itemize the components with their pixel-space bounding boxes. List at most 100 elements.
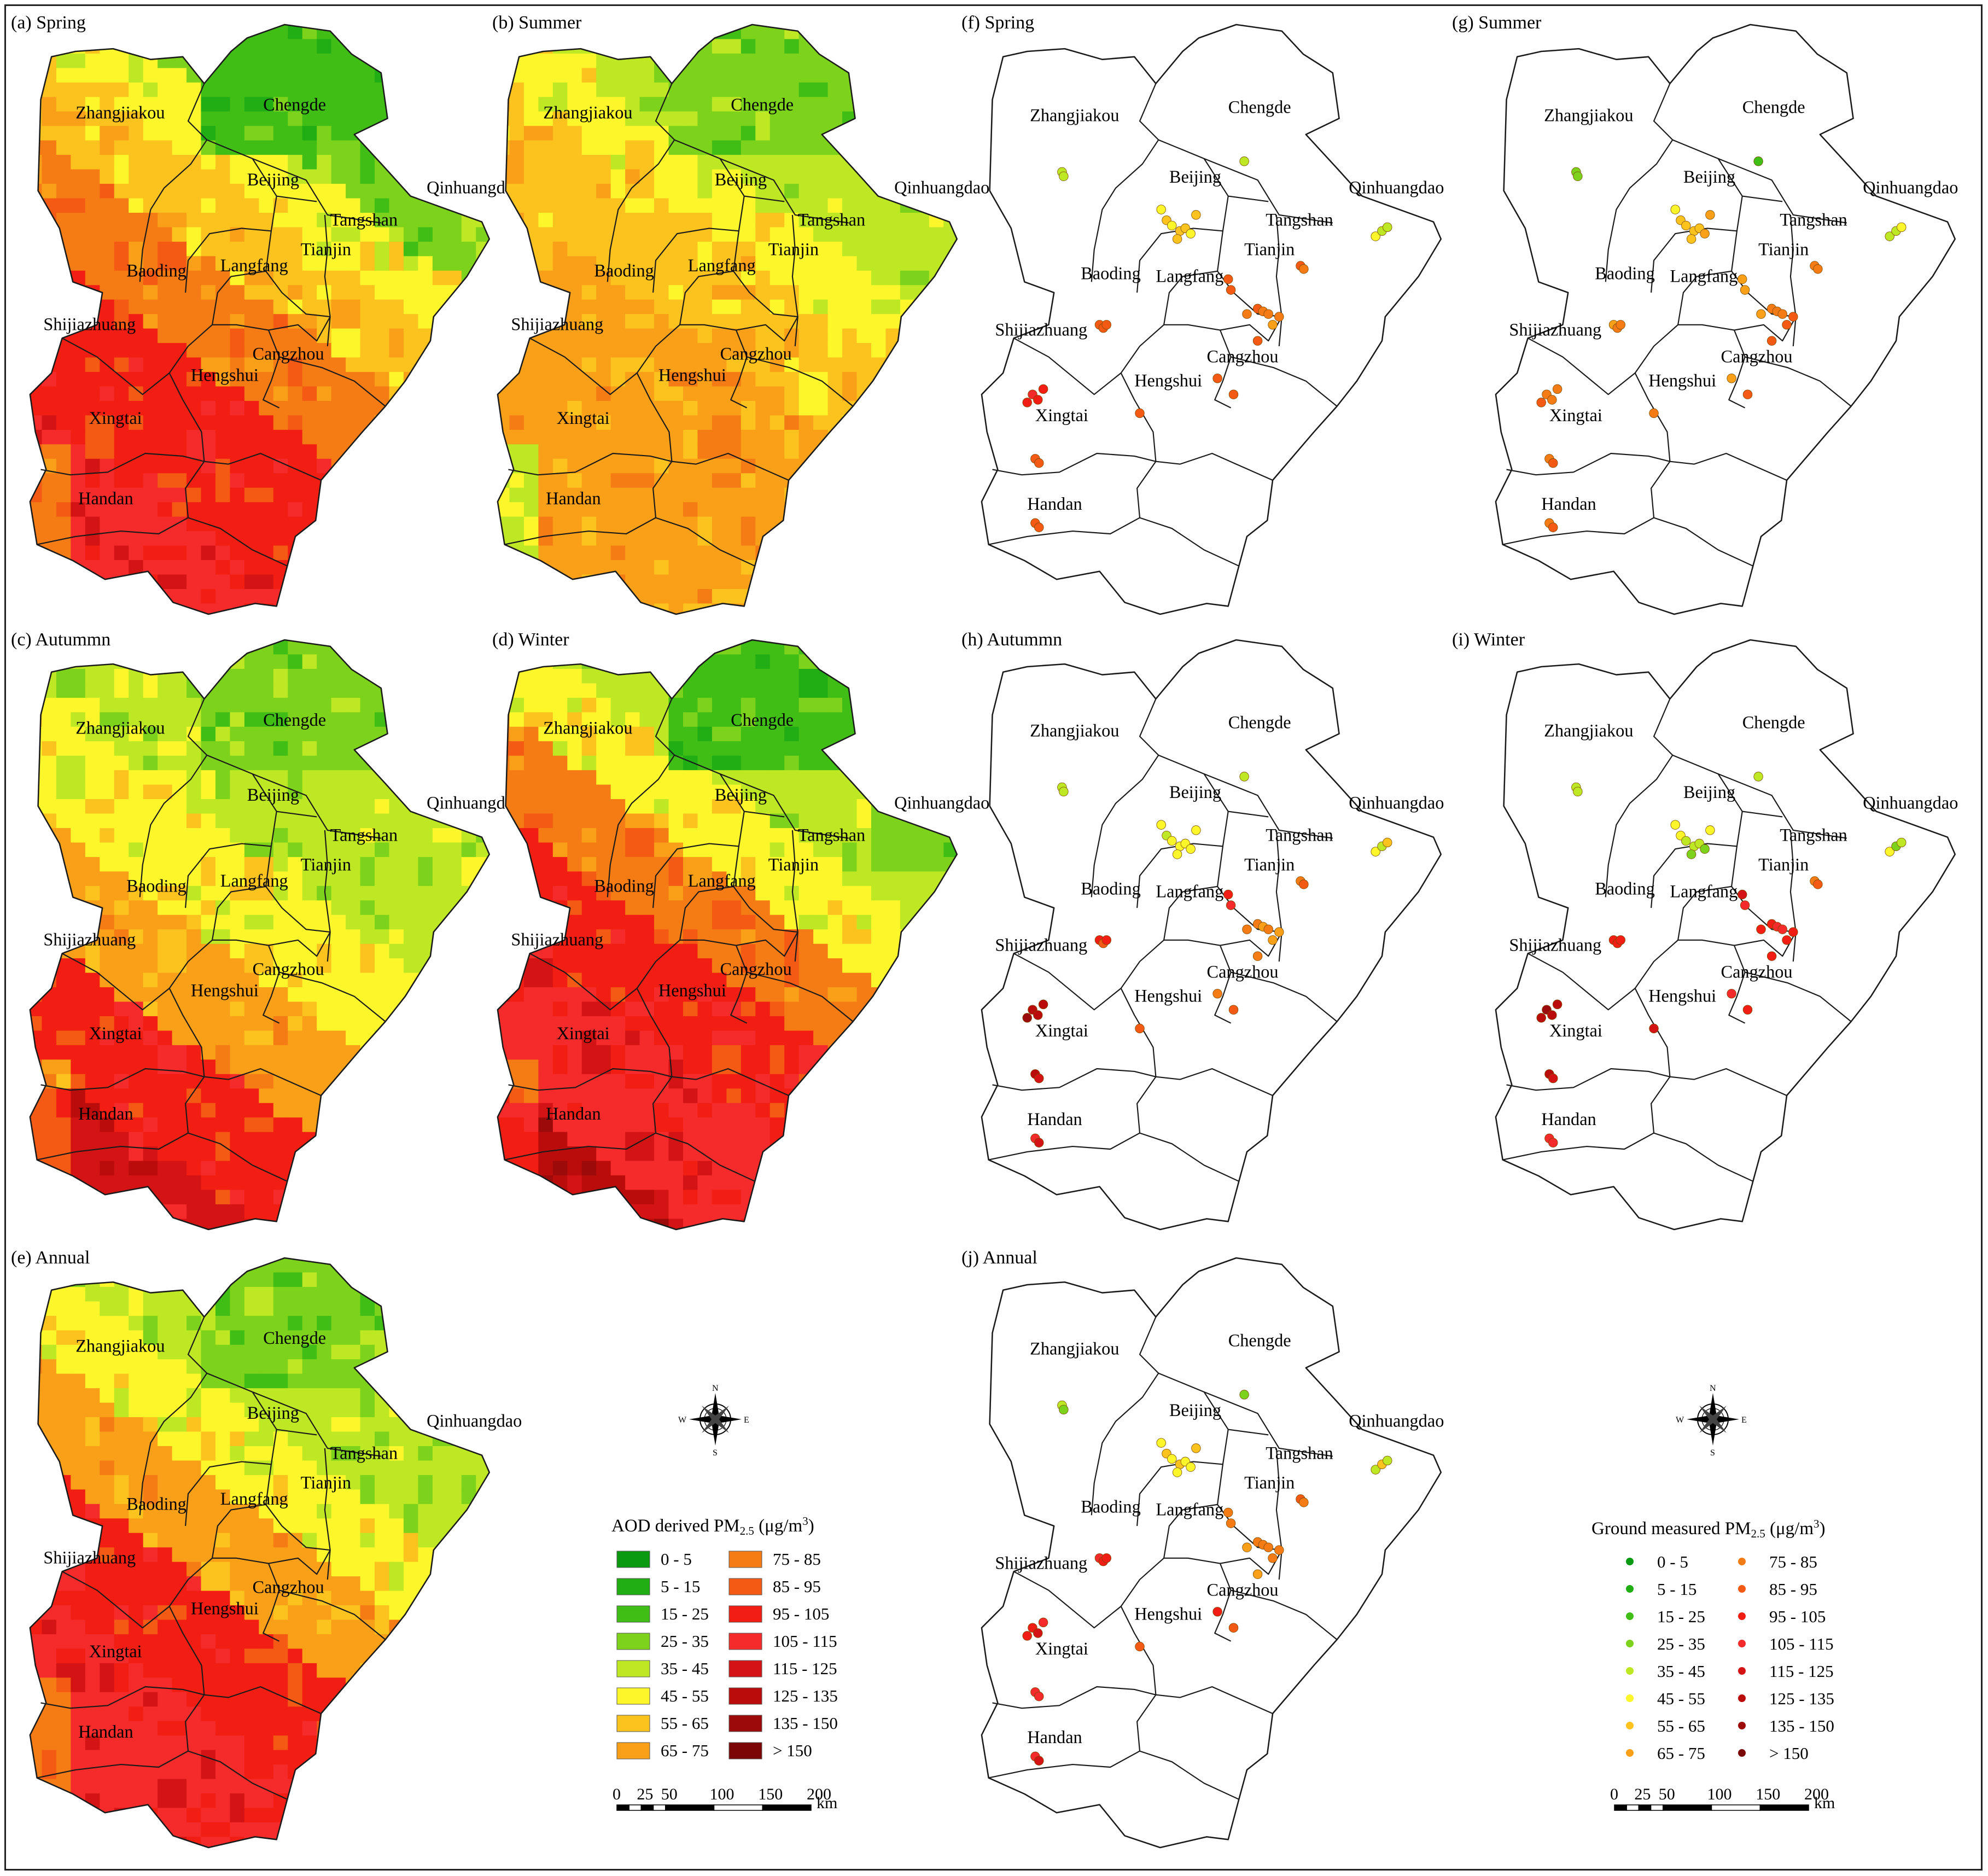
city-label-xingtai: Xingtai	[89, 408, 142, 428]
city-label-hengshui: Hengshui	[658, 981, 726, 1000]
legend-entry-label: 15 - 25	[661, 1604, 709, 1623]
legend-dot	[1626, 1558, 1634, 1565]
city-label-cangzhou: Cangzhou	[720, 344, 792, 364]
station-marker	[1223, 1507, 1233, 1518]
city-label-zhangjiakou: Zhangjiakou	[1544, 105, 1633, 125]
scale-unit: km	[1814, 1794, 1835, 1812]
station-marker	[1788, 927, 1798, 937]
station-marker	[1252, 336, 1263, 346]
legend-entry-label: 5 - 15	[661, 1577, 700, 1596]
legend-swatch	[728, 1687, 762, 1705]
ground-stations-h	[1022, 772, 1392, 1147]
legend-swatch	[728, 1605, 762, 1623]
station-marker	[1649, 1023, 1659, 1034]
station-marker	[1242, 309, 1252, 319]
station-marker	[1813, 879, 1823, 889]
station-marker	[1548, 458, 1558, 468]
map-f: Zhangjiakou Chengde Beijing Qinhuangdao Tang…	[981, 24, 1444, 615]
legend-dot	[1626, 1722, 1634, 1729]
city-label-langfang: Langfang	[688, 871, 756, 890]
legend-ground: Ground measured PM2.5 (μg/m3) 0 - 5 5 - 15…	[1591, 1517, 1834, 1763]
legend-dot	[1626, 1667, 1634, 1675]
station-marker	[1263, 1542, 1273, 1552]
city-label-handan: Handan	[1027, 1727, 1082, 1747]
legend-entry-label: 25 - 35	[1657, 1634, 1705, 1653]
legend-swatch	[616, 1551, 650, 1568]
city-label-langfang: Langfang	[688, 255, 756, 275]
station-marker	[1212, 374, 1222, 383]
city-label-zhangjiakou: Zhangjiakou	[1030, 720, 1119, 740]
city-label-beijing: Beijing	[1169, 1400, 1221, 1420]
station-marker	[1034, 458, 1044, 468]
station-marker	[1616, 320, 1625, 330]
panel-label-f: (f) Spring	[961, 13, 1034, 33]
scale-tick: 100	[1707, 1785, 1732, 1803]
station-marker	[1191, 210, 1201, 220]
legend-dot	[1738, 1558, 1746, 1565]
city-label-xingtai: Xingtai	[1035, 405, 1088, 425]
station-marker	[1552, 999, 1563, 1010]
scale-tick: 200	[1804, 1785, 1829, 1803]
ground-stations-i	[1536, 772, 1907, 1147]
city-label-xingtai: Xingtai	[557, 1023, 610, 1043]
city-label-zhangjiakou: Zhangjiakou	[75, 1336, 165, 1356]
city-label-tangshan: Tangshan	[330, 825, 398, 845]
station-marker	[1573, 786, 1583, 797]
city-label-tangshan: Tangshan	[1780, 210, 1847, 230]
station-marker	[1059, 786, 1069, 797]
station-marker	[1038, 1617, 1048, 1628]
station-marker	[1101, 935, 1111, 945]
city-label-shijiazhuang: Shijiazhuang	[995, 1553, 1087, 1572]
legend-entry-label: 35 - 45	[661, 1659, 709, 1678]
station-marker	[1226, 900, 1236, 910]
legend-swatch	[616, 1715, 650, 1732]
station-marker	[1228, 389, 1239, 399]
map-j: Zhangjiakou Chengde Beijing Qinhuangdao Tang…	[981, 1257, 1444, 1849]
city-label-cangzhou: Cangzhou	[1207, 962, 1279, 981]
city-label-qinhuangdao: Qinhuangdao	[1863, 793, 1958, 813]
station-marker	[1135, 1023, 1145, 1034]
city-label-zhangjiakou: Zhangjiakou	[1030, 105, 1119, 125]
panel-label-g: (g) Summer	[1452, 13, 1542, 33]
station-marker	[1727, 989, 1736, 999]
city-label-qinhuangdao: Qinhuangdao	[1349, 793, 1444, 813]
station-marker	[1705, 210, 1715, 220]
station-marker	[1268, 1553, 1278, 1563]
panel-label-c: (c) Autummn	[11, 630, 110, 650]
map-i: Zhangjiakou Chengde Beijing Qinhuangdao Tang…	[1495, 639, 1958, 1231]
city-label-xingtai: Xingtai	[557, 408, 610, 428]
scale-tick: 50	[1659, 1785, 1675, 1803]
station-marker	[1788, 312, 1798, 322]
boundaries-b	[497, 24, 958, 615]
city-label-xingtai: Xingtai	[89, 1023, 142, 1043]
station-marker	[1034, 1756, 1044, 1766]
city-label-chengde: Chengde	[731, 95, 794, 114]
city-label-hengshui: Hengshui	[191, 1599, 259, 1618]
station-marker	[1135, 1641, 1145, 1652]
map-g: Zhangjiakou Chengde Beijing Qinhuangdao Tang…	[1495, 24, 1958, 615]
station-marker	[1263, 924, 1273, 934]
figure-frame	[4, 4, 1983, 1871]
station-marker	[1649, 408, 1659, 418]
city-label-handan: Handan	[78, 1104, 133, 1123]
city-label-zhangjiakou: Zhangjiakou	[75, 718, 165, 738]
station-marker	[1742, 1005, 1753, 1015]
station-marker	[1167, 836, 1177, 846]
legend-entry-label: 15 - 25	[1657, 1607, 1705, 1626]
legend-swatch	[616, 1742, 650, 1760]
city-label-tangshan: Tangshan	[330, 210, 398, 230]
city-label-tianjin: Tianjin	[1244, 239, 1295, 259]
station-marker	[1547, 395, 1557, 405]
legend-entry-label: 0 - 5	[661, 1549, 692, 1569]
station-marker	[1226, 1518, 1236, 1528]
station-marker	[1034, 1073, 1044, 1083]
city-label-shijiazhuang: Shijiazhuang	[995, 935, 1087, 954]
legend-dot	[1738, 1749, 1746, 1757]
station-marker	[1727, 374, 1736, 383]
scale-tick: 0	[613, 1785, 621, 1803]
station-marker	[1101, 320, 1111, 330]
station-marker	[1167, 1454, 1177, 1464]
station-marker	[1274, 1545, 1284, 1555]
